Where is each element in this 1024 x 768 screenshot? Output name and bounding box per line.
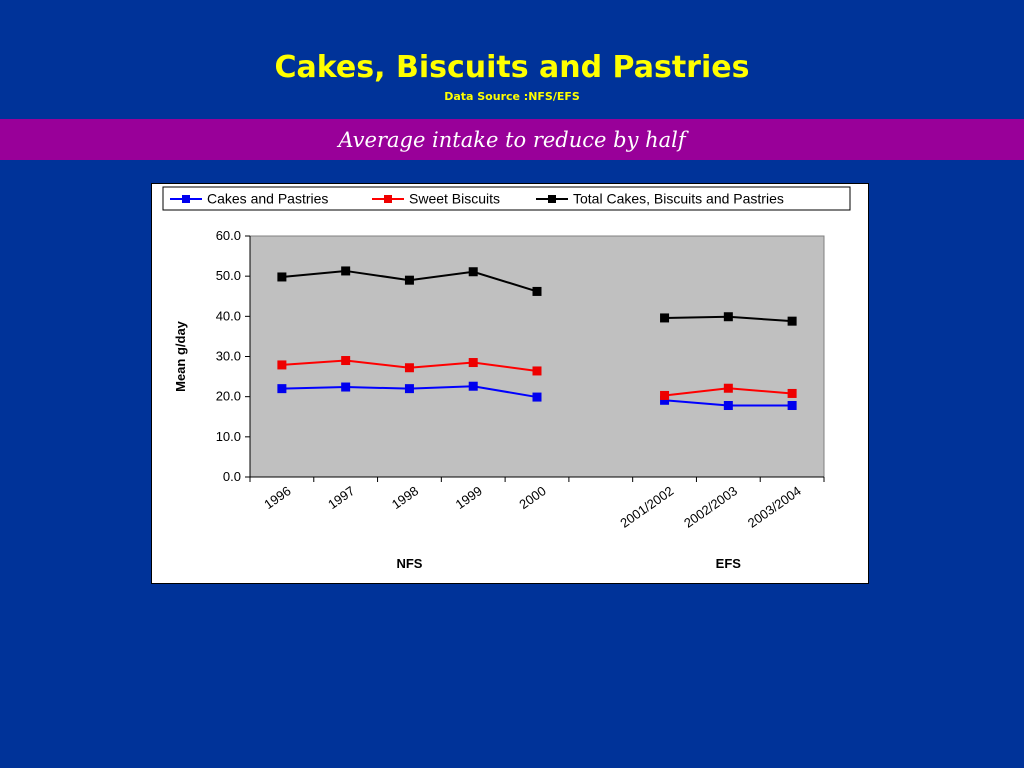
data-point [404,275,414,285]
slide-title: Cakes, Biscuits and Pastries [274,50,750,85]
data-point [723,312,733,322]
data-point [277,360,287,370]
data-point [532,392,542,402]
y-tick-label: 60.0 [216,228,241,243]
x-tick-label: 2000 [516,483,548,512]
x-group-label: EFS [716,556,742,571]
x-tick-label: 2001/2002 [617,483,676,531]
line-chart: Cakes and Pastries Sweet Biscuits Total Ca… [162,186,851,571]
x-tick-label: 1998 [389,483,421,512]
data-point [532,366,542,376]
x-group-labels: NFS EFS [396,556,741,571]
data-point [660,390,670,400]
legend: Cakes and Pastries Sweet Biscuits Total Ca… [162,186,851,211]
data-point [277,272,287,282]
x-group-label: NFS [396,556,422,571]
banner-bar [0,119,1024,160]
data-point [532,286,542,296]
series-3 [277,266,797,326]
legend-label: Sweet Biscuits [409,191,500,207]
data-point [277,384,287,394]
y-tick-label: 10.0 [216,429,241,444]
data-point [723,383,733,393]
data-point [787,316,797,326]
legend-marker [548,195,556,203]
x-axis-ticks: 1996 1997 1998 1999 2000 2001/2002 2002/2003 20… [249,477,825,531]
series-1 [277,381,797,411]
chart-frame: Cakes and Pastries Sweet Biscuits Total Ca… [151,183,869,584]
legend-box [162,186,851,211]
legend-label: Cakes and Pastries [207,191,328,207]
data-point [468,381,478,391]
x-tick-label: 1997 [325,483,357,512]
data-point [341,266,351,276]
x-tick-label: 2002/2003 [681,483,740,531]
data-point [723,401,733,411]
data-point [341,382,351,392]
legend-label: Total Cakes, Biscuits and Pastries [573,191,784,207]
data-point [468,267,478,277]
data-point [787,401,797,411]
legend-marker [182,195,190,203]
y-tick-label: 50.0 [216,268,241,283]
y-tick-label: 30.0 [216,349,241,364]
slide-subtitle: Data Source :NFS/EFS [444,90,580,103]
y-tick-label: 20.0 [216,389,241,404]
legend-marker [384,195,392,203]
data-point [660,313,670,323]
data-point [660,395,670,405]
data-point [341,356,351,366]
x-tick-label: 1999 [453,483,485,512]
y-axis-ticks: 0.0 10.0 20.0 30.0 40.0 50.0 60.0 [216,228,250,484]
data-point [404,384,414,394]
data-point [468,358,478,368]
series-2 [277,356,797,400]
y-tick-label: 40.0 [216,308,241,323]
banner-text: Average intake to reduce by half [338,128,686,152]
series-lines [277,266,797,411]
data-point [787,388,797,398]
y-axis-label: Mean g/day [173,320,188,392]
y-tick-label: 0.0 [223,469,241,484]
data-point [404,363,414,373]
x-tick-label: 1996 [261,483,293,512]
x-tick-label: 2003/2004 [745,483,804,531]
